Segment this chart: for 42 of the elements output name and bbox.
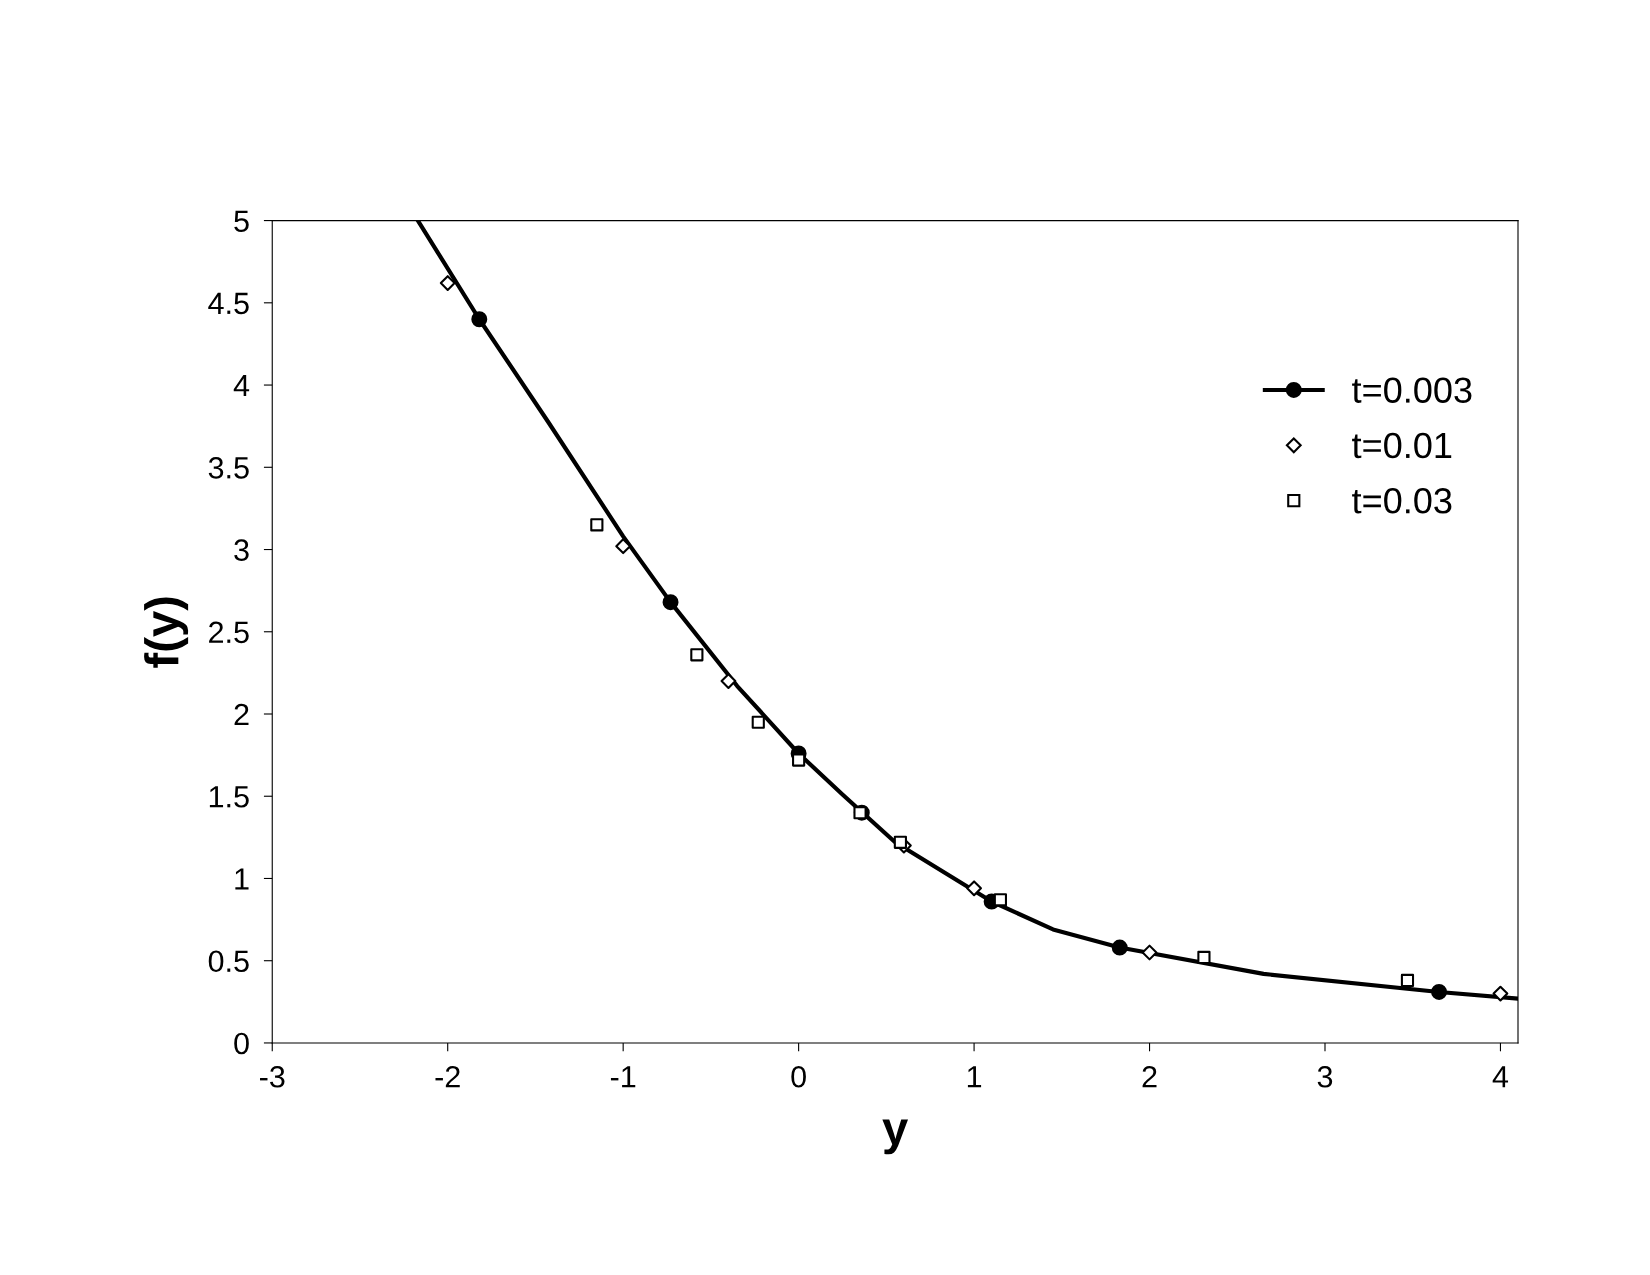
y-tick-label: 3.5 xyxy=(208,457,249,479)
point xyxy=(720,673,737,690)
y-tick-label: 4 xyxy=(233,375,250,397)
y-tick-label: 1 xyxy=(235,868,249,890)
point xyxy=(615,538,632,555)
point xyxy=(966,880,982,897)
point xyxy=(1492,985,1509,1002)
y-tick-label: 4.5 xyxy=(208,292,249,315)
x-tick-label: 1 xyxy=(967,1066,982,1088)
legend-label: t=0.03 xyxy=(1352,488,1452,514)
point xyxy=(1197,950,1211,965)
point xyxy=(690,648,704,662)
x-tick-label: -2 xyxy=(435,1065,460,1088)
point xyxy=(1111,939,1128,956)
y-tick-label: 2 xyxy=(234,703,249,726)
y-tick-label: 0.5 xyxy=(208,950,249,973)
point xyxy=(1431,983,1448,1000)
point xyxy=(662,594,679,611)
legend-label: t=0.01 xyxy=(1352,432,1452,459)
x-tick-label: 2 xyxy=(1142,1065,1157,1088)
point xyxy=(471,311,488,328)
legend-label: t=0.003 xyxy=(1352,377,1472,403)
point xyxy=(993,893,1007,907)
x-axis-title: y xyxy=(882,1119,908,1155)
point xyxy=(751,715,765,729)
point xyxy=(1141,944,1158,961)
y-tick-label: 5 xyxy=(234,210,249,232)
y-tick-label: 1.5 xyxy=(209,786,249,808)
x-tick-label: -1 xyxy=(610,1066,636,1088)
y-tick-label: 0 xyxy=(234,1032,249,1055)
point xyxy=(893,835,907,849)
x-tick-label: -3 xyxy=(260,1065,285,1088)
point xyxy=(792,753,806,767)
point xyxy=(1400,973,1415,988)
x-tick-label: 0 xyxy=(791,1065,806,1088)
y-tick-label: 3 xyxy=(234,539,249,561)
y-axis-title: f(y) xyxy=(144,597,189,668)
x-tick-label: 4 xyxy=(1492,1066,1509,1088)
point xyxy=(439,275,456,291)
x-tick-label: 3 xyxy=(1317,1065,1333,1088)
point xyxy=(590,518,604,532)
y-tick-label: 2.5 xyxy=(209,621,249,644)
